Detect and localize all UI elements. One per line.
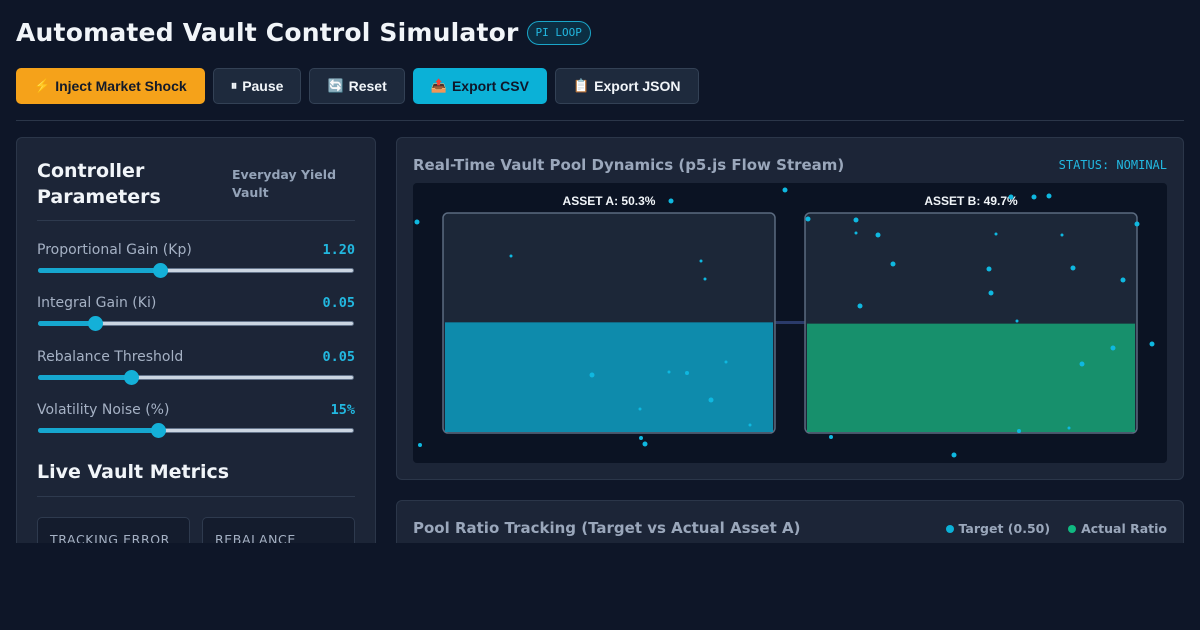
pool-visualization: ASSET A: 50.3% ASSET B: 49.7%	[414, 187, 1155, 458]
volatility-label: Volatility Noise (%)	[37, 402, 170, 418]
ki-slider-fill	[38, 321, 95, 326]
volatility-slider-handle[interactable]	[151, 423, 167, 438]
threshold-slider-handle[interactable]	[124, 370, 140, 385]
export-csv-label: Export CSV	[451, 78, 529, 94]
controller-title: Controller Parameters	[37, 160, 161, 208]
tracking-error-card: TRACKING ERROR	[37, 517, 190, 543]
export-csv-button[interactable]: 📤 Export CSV	[412, 68, 547, 104]
export-json-label: Export JSON	[594, 78, 681, 94]
reset-icon: 🔄	[327, 78, 344, 93]
clipboard-icon: 📋	[572, 78, 590, 93]
pause-icon: ⏸	[230, 78, 238, 93]
export-icon: 📤	[430, 78, 447, 93]
ki-value: 0.05	[322, 295, 355, 311]
legend-actual-label: Actual Ratio	[1081, 521, 1167, 536]
legend-item-actual: Actual Ratio	[1068, 521, 1167, 536]
asset-a-fill	[445, 322, 773, 432]
legend-item-target: Target (0.50)	[945, 521, 1051, 536]
ki-label: Integral Gain (Ki)	[37, 295, 157, 311]
flow-particles	[414, 187, 1155, 458]
kp-value: 1.20	[322, 242, 355, 258]
pause-label: Pause	[242, 78, 284, 94]
reset-button[interactable]: 🔄 Reset	[309, 68, 405, 104]
mode-badge: PI LOOP	[526, 20, 591, 45]
pool-dynamics-title: Real-Time Vault Pool Dynamics (p5.js Flo…	[413, 156, 845, 174]
asset-a-label: ASSET A: 50.3%	[563, 194, 656, 208]
rebalance-card: REBALANCE	[202, 517, 355, 543]
lightning-icon: ⚡	[34, 78, 51, 93]
pool-canvas: ASSET A: 50.3% ASSET B: 49.7%	[413, 183, 1167, 463]
kp-slider-handle[interactable]	[152, 263, 168, 278]
app-viewport: Automated Vault Control Simulator PI LOO…	[16, 18, 1184, 543]
inject-market-shock-label: Inject Market Shock	[55, 78, 187, 94]
controller-divider	[37, 220, 355, 221]
vault-name: Everyday Yield Vault	[232, 167, 337, 200]
asset-b-label: ASSET B: 49.7%	[924, 194, 1018, 208]
header-divider	[16, 120, 1184, 121]
chart-legend: Target (0.50) Actual Ratio	[945, 521, 1167, 536]
legend-target-label: Target (0.50)	[958, 521, 1051, 536]
threshold-value: 0.05	[322, 349, 355, 365]
volatility-slider-fill	[38, 428, 159, 433]
app-header: Automated Vault Control Simulator PI LOO…	[16, 18, 591, 47]
metrics-divider	[37, 496, 355, 497]
metrics-title: Live Vault Metrics	[37, 461, 230, 483]
kp-label: Proportional Gain (Kp)	[37, 242, 192, 258]
controller-panel: Controller Parameters Everyday Yield Vau…	[16, 137, 376, 543]
volatility-value: 15%	[330, 402, 355, 418]
reset-label: Reset	[348, 78, 387, 94]
pool-dynamics-panel: Real-Time Vault Pool Dynamics (p5.js Flo…	[396, 137, 1184, 480]
ratio-tracking-title: Pool Ratio Tracking (Target vs Actual As…	[413, 519, 801, 537]
status-indicator: STATUS: NOMINAL	[1058, 158, 1167, 172]
asset-b-fill	[807, 323, 1135, 432]
toolbar: ⚡ Inject Market Shock ⏸ Pause 🔄 Reset 📤 …	[16, 68, 699, 104]
threshold-label: Rebalance Threshold	[37, 349, 184, 365]
ratio-tracking-panel: Pool Ratio Tracking (Target vs Actual As…	[396, 500, 1184, 543]
target-dot-icon	[945, 524, 954, 533]
kp-slider-fill	[38, 268, 160, 273]
pause-button[interactable]: ⏸ Pause	[212, 68, 302, 104]
page-title: Automated Vault Control Simulator	[16, 18, 519, 47]
rebalance-label: REBALANCE	[215, 532, 296, 543]
ki-slider-handle[interactable]	[87, 316, 103, 331]
inject-market-shock-button[interactable]: ⚡ Inject Market Shock	[16, 68, 205, 104]
threshold-slider-fill	[38, 375, 132, 380]
export-json-button[interactable]: 📋 Export JSON	[554, 68, 699, 104]
tracking-error-label: TRACKING ERROR	[50, 532, 170, 543]
actual-dot-icon	[1068, 524, 1077, 533]
